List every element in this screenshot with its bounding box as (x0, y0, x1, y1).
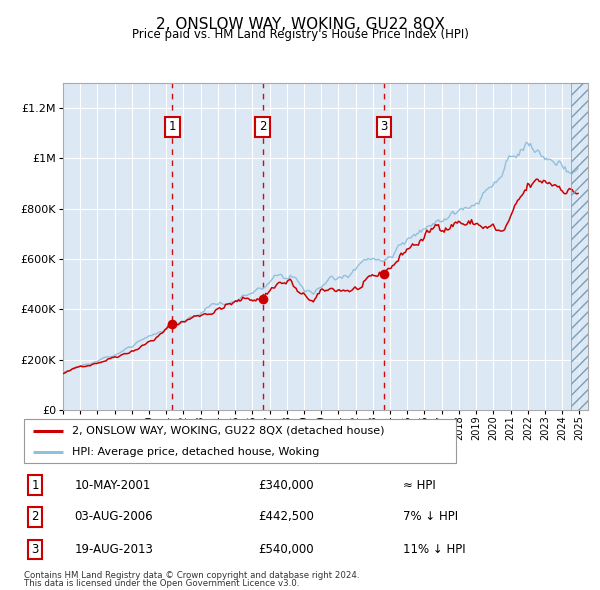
Text: 7% ↓ HPI: 7% ↓ HPI (403, 510, 458, 523)
Text: 2, ONSLOW WAY, WOKING, GU22 8QX: 2, ONSLOW WAY, WOKING, GU22 8QX (155, 17, 445, 31)
Text: HPI: Average price, detached house, Woking: HPI: Average price, detached house, Woki… (71, 447, 319, 457)
Text: £442,500: £442,500 (259, 510, 314, 523)
Bar (571, 83, 588, 410)
Text: 1: 1 (31, 478, 39, 491)
Text: 3: 3 (380, 120, 388, 133)
Text: 11% ↓ HPI: 11% ↓ HPI (403, 543, 466, 556)
Text: 10-MAY-2001: 10-MAY-2001 (74, 478, 151, 491)
Text: 2, ONSLOW WAY, WOKING, GU22 8QX (detached house): 2, ONSLOW WAY, WOKING, GU22 8QX (detache… (71, 426, 384, 436)
Text: 19-AUG-2013: 19-AUG-2013 (74, 543, 153, 556)
Text: Contains HM Land Registry data © Crown copyright and database right 2024.: Contains HM Land Registry data © Crown c… (24, 571, 359, 580)
Text: 2: 2 (31, 510, 39, 523)
Bar (571, 83, 588, 410)
Text: 2: 2 (259, 120, 266, 133)
Text: Price paid vs. HM Land Registry's House Price Index (HPI): Price paid vs. HM Land Registry's House … (131, 28, 469, 41)
Text: 3: 3 (31, 543, 39, 556)
Text: This data is licensed under the Open Government Licence v3.0.: This data is licensed under the Open Gov… (24, 579, 299, 588)
FancyBboxPatch shape (24, 419, 456, 463)
Text: 1: 1 (169, 120, 176, 133)
Text: £540,000: £540,000 (259, 543, 314, 556)
Text: £340,000: £340,000 (259, 478, 314, 491)
Text: 03-AUG-2006: 03-AUG-2006 (74, 510, 153, 523)
Text: ≈ HPI: ≈ HPI (403, 478, 436, 491)
